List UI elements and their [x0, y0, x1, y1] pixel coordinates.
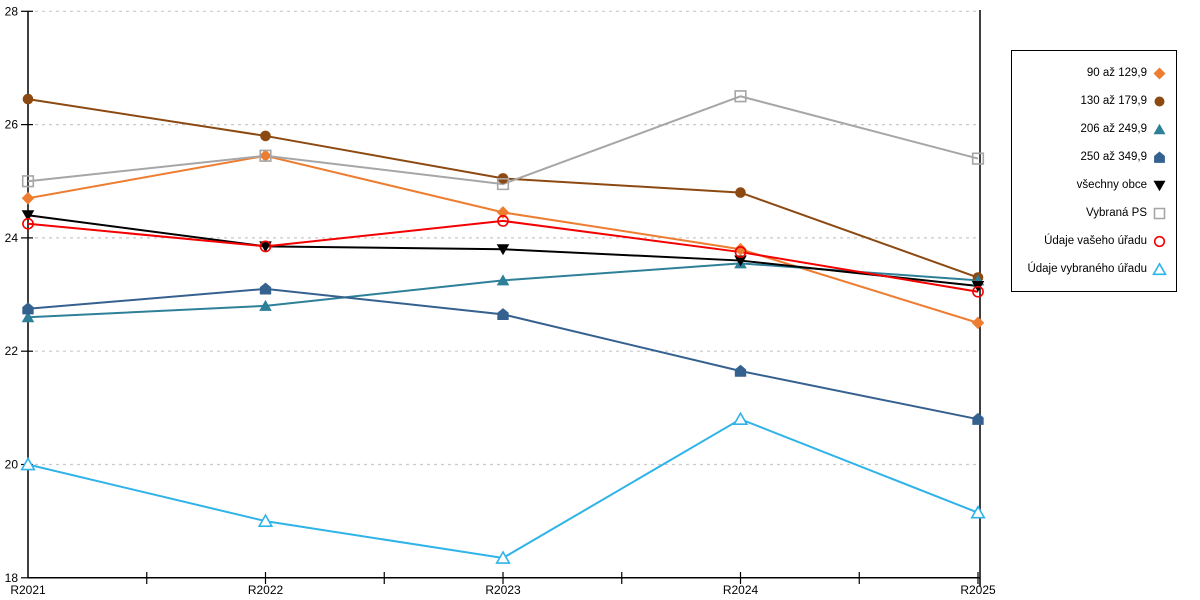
y-axis-label: 22 [5, 344, 19, 358]
triangle-down-marker-icon [21, 210, 35, 222]
diamond-marker-icon [259, 149, 272, 163]
x-axis-label: R2025 [960, 583, 996, 597]
circle-marker-icon [22, 93, 34, 105]
legend-item-label: 206 až 249,9 [1080, 123, 1147, 135]
square-marker-icon [21, 175, 35, 188]
x-axis-label: R2021 [10, 583, 46, 597]
legend-item-label: 90 až 129,9 [1086, 67, 1147, 79]
legend-item: 206 až 249,9 [1016, 122, 1167, 137]
series-line [27, 95, 979, 186]
legend-triangle-up-icon [1152, 261, 1167, 275]
x-axis-label: R2022 [248, 583, 284, 597]
y-axis-label: 28 [5, 4, 19, 18]
legend-item: 250 až 349,9 [1016, 150, 1167, 165]
square-marker-icon [971, 152, 985, 165]
pentagon-marker-icon [1154, 151, 1165, 163]
triangle-down-marker-icon [259, 241, 272, 253]
circle-marker-icon [735, 187, 746, 198]
y-axis-label: 18 [5, 571, 19, 585]
triangle-up-marker-icon [1152, 261, 1167, 275]
diamond-marker-icon [971, 316, 985, 330]
diamond-marker-icon [21, 191, 35, 205]
series-line [27, 219, 979, 293]
x-axis-label: R2023 [485, 583, 521, 597]
triangle-up-marker-icon [257, 513, 274, 527]
pentagon-marker-icon [972, 412, 984, 425]
legend-circle-icon [1153, 235, 1166, 247]
y-axis-label: 20 [5, 458, 19, 472]
legend-diamond-icon [1153, 67, 1166, 79]
triangle-up-marker-icon [1153, 123, 1166, 134]
legend-item: 90 až 129,9 [1016, 66, 1167, 81]
triangle-down-marker-icon [496, 244, 510, 256]
circle-marker-icon [1154, 96, 1165, 106]
diamond-marker-icon [1153, 67, 1166, 79]
pentagon-marker-icon [734, 364, 747, 377]
legend-item-label: Údaje vašeho úřadu [1044, 235, 1147, 247]
circle-marker-icon [1153, 235, 1166, 247]
pentagon-marker-icon [259, 282, 272, 295]
triangle-up-marker-icon [20, 456, 36, 471]
legend-item-label: 130 až 179,9 [1080, 95, 1147, 107]
legend-item: všechny obce [1016, 178, 1167, 193]
diamond-marker-icon [496, 206, 510, 219]
y-axis-label: 26 [5, 118, 19, 132]
legend-item: Údaje vybraného úřadu [1016, 261, 1167, 277]
diamond-marker-icon [734, 242, 747, 256]
y-axis-label: 24 [5, 231, 19, 245]
legend-triangle-up-icon [1153, 123, 1166, 134]
triangle-down-marker-icon [1153, 180, 1166, 191]
legend-triangle-down-icon [1153, 180, 1166, 191]
triangle-up-marker-icon [259, 299, 272, 311]
legend-item-label: 250 až 349,9 [1080, 151, 1147, 163]
pentagon-marker-icon [22, 302, 34, 315]
triangle-up-marker-icon [21, 311, 35, 323]
circle-marker-icon [497, 215, 509, 227]
square-marker-icon [496, 177, 510, 191]
triangle-up-marker-icon [732, 411, 749, 426]
circle-marker-icon [260, 130, 271, 142]
legend-item-label: Vybraná PS [1086, 207, 1147, 219]
legend-circle-icon [1154, 96, 1165, 106]
square-marker-icon [259, 149, 272, 162]
square-marker-icon [1153, 207, 1166, 219]
series-line [27, 418, 979, 560]
legend-item: Údaje vašeho úřadu [1016, 234, 1167, 249]
x-axis-label: R2024 [723, 583, 759, 597]
legend-pentagon-icon [1154, 151, 1165, 163]
triangle-up-marker-icon [496, 274, 510, 286]
legend-item-label: všechny obce [1076, 179, 1147, 191]
circle-marker-icon [259, 240, 272, 253]
legend-item: Vybraná PS [1016, 206, 1167, 221]
circle-marker-icon [972, 285, 984, 298]
pentagon-marker-icon [497, 308, 509, 321]
legend-square-icon [1153, 207, 1166, 219]
circle-marker-icon [22, 217, 34, 230]
legend-item-label: Údaje vybraného úřadu [1027, 263, 1147, 275]
legend: 90 až 129,9 130 až 179,9 206 až 249,9 250 a… [1011, 50, 1177, 292]
circle-marker-icon [734, 246, 747, 258]
square-marker-icon [734, 90, 747, 103]
triangle-up-marker-icon [495, 550, 511, 564]
triangle-up-marker-icon [970, 505, 986, 519]
triangle-down-marker-icon [734, 255, 747, 267]
legend-item: 130 až 179,9 [1016, 94, 1167, 109]
